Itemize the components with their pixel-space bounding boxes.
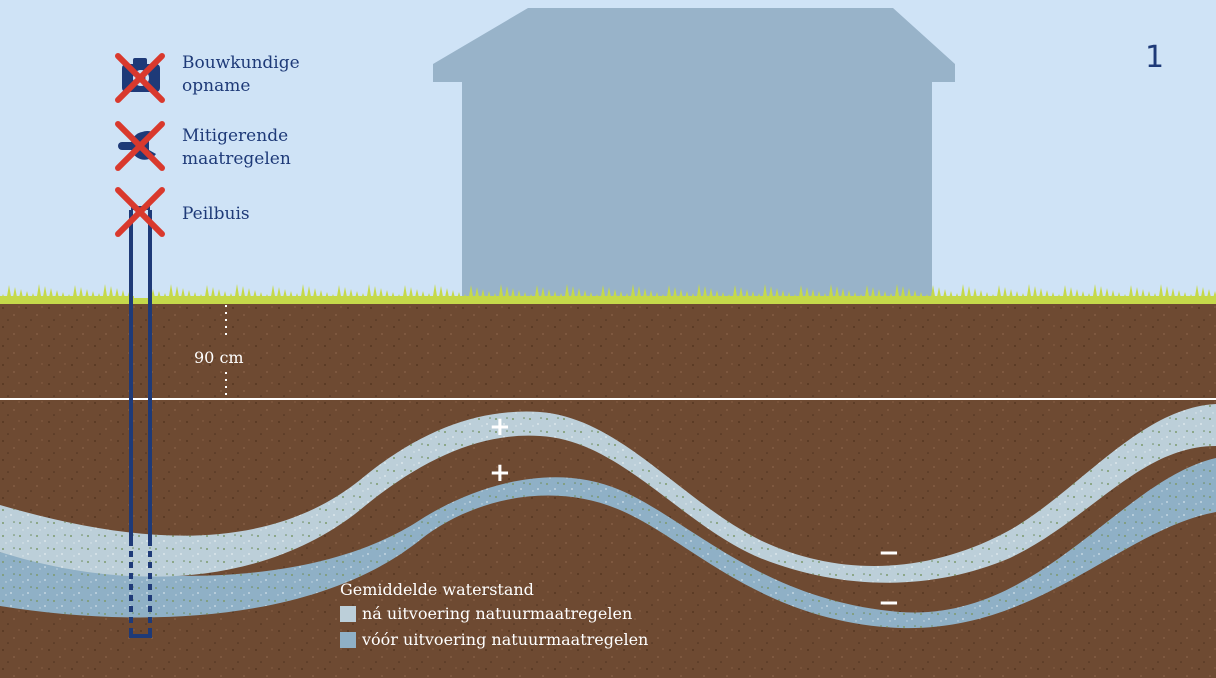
- legend-label-after: ná uitvoering natuurmaatregelen: [362, 604, 633, 623]
- cross-peilbuis: [115, 187, 165, 237]
- measure-label-bouwkundige-opname: Bouwkundige opname: [182, 53, 300, 96]
- grass: [0, 284, 1216, 304]
- plus-sign-before: +: [489, 458, 511, 488]
- legend-item-before: vóór uitvoering natuurmaatregelen: [340, 630, 648, 649]
- step-number: 1: [1145, 40, 1165, 75]
- depth-label: 90 cm: [194, 348, 244, 367]
- grass-strip: [0, 296, 1216, 304]
- monitoring-well-pipe: [129, 206, 152, 638]
- measure-label-mitigerende-maatregelen: Mitigerende maatregelen: [182, 126, 291, 169]
- cross-camera: [115, 53, 165, 103]
- legend-swatch-after: [340, 605, 356, 622]
- legend-swatch-before: [340, 631, 356, 648]
- minus-sign-before: −: [878, 588, 900, 618]
- legend-label-before: vóór uitvoering natuurmaatregelen: [362, 630, 649, 649]
- plus-sign-after: +: [489, 412, 511, 442]
- legend-title: Gemiddelde waterstand: [340, 580, 534, 599]
- cross-wrench: [115, 121, 165, 171]
- legend-item-after: ná uitvoering natuurmaatregelen: [340, 604, 632, 623]
- minus-sign-after: −: [878, 538, 900, 568]
- measure-label-peilbuis: Peilbuis: [182, 204, 250, 224]
- house: [433, 8, 955, 300]
